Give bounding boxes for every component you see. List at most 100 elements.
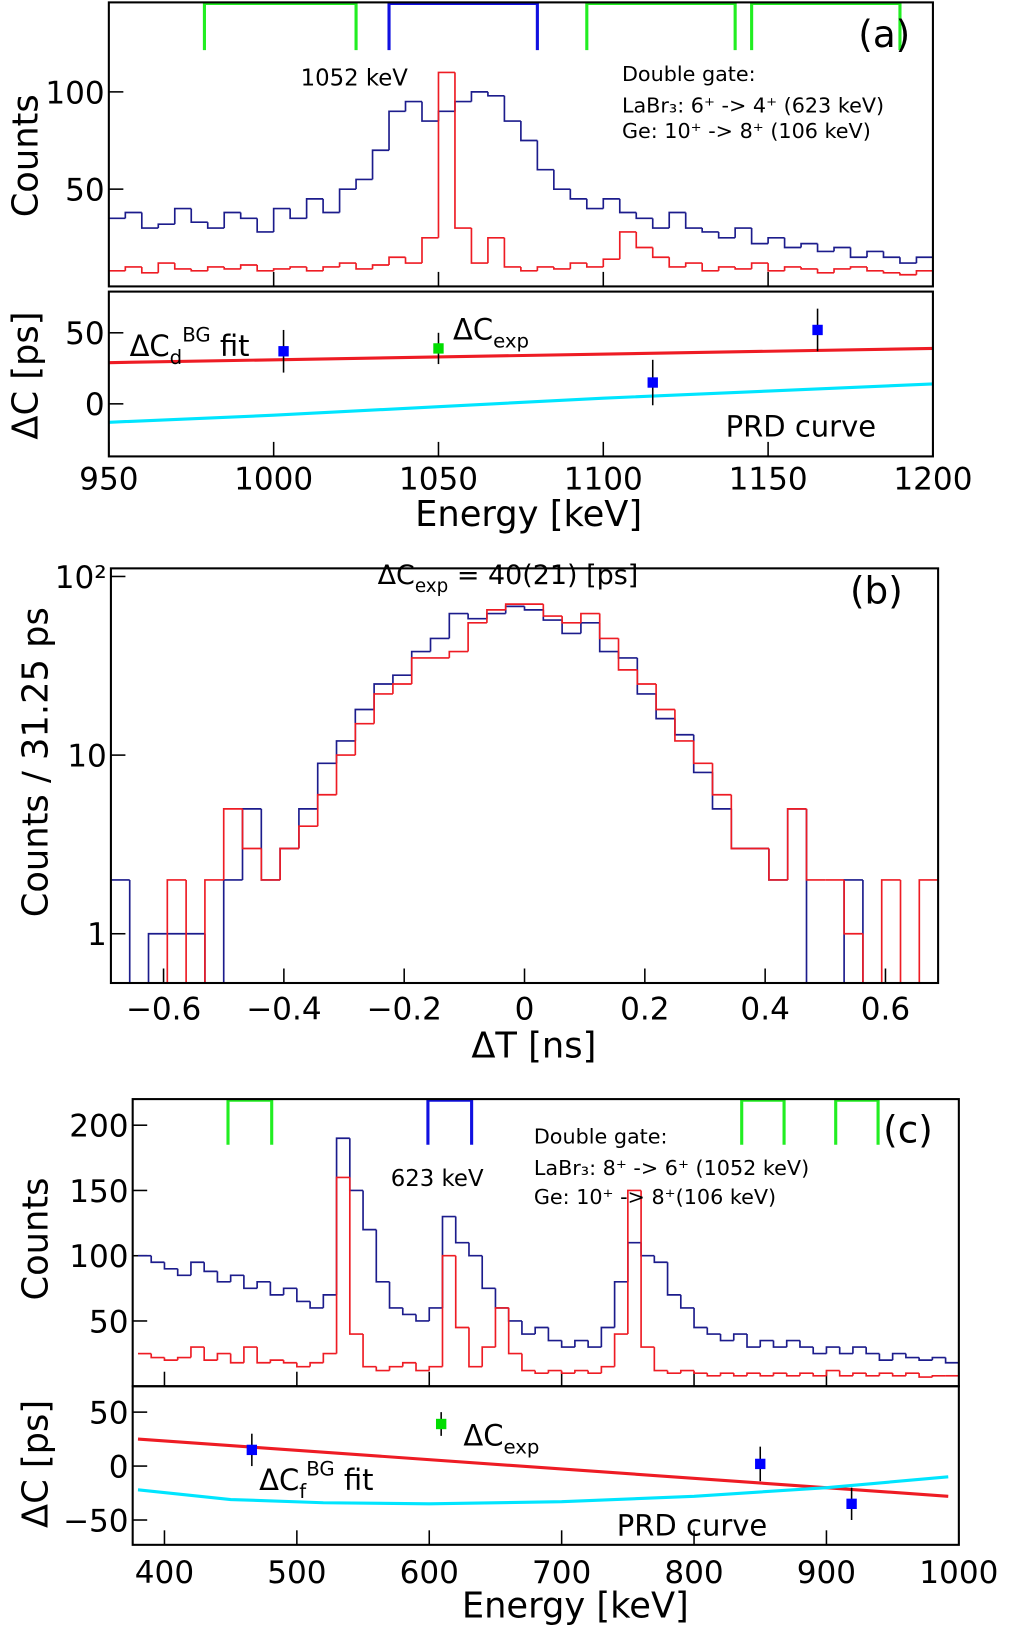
histogram-bin bbox=[392, 674, 412, 685]
histogram-bin bbox=[825, 1346, 840, 1354]
histogram-bin bbox=[404, 100, 422, 112]
histogram-bin bbox=[375, 1366, 390, 1372]
histogram-bin bbox=[560, 1340, 575, 1348]
y-tick-label: 0 bbox=[85, 387, 105, 423]
histogram-bin bbox=[504, 603, 525, 610]
y-tick-label: 10² bbox=[55, 560, 107, 596]
histogram-bin bbox=[734, 227, 752, 238]
histogram-bin bbox=[915, 256, 933, 264]
data-point bbox=[435, 1418, 447, 1430]
label-part: f bbox=[299, 1480, 307, 1503]
histogram-bin bbox=[206, 222, 225, 229]
histogram-bin bbox=[905, 1372, 920, 1376]
histogram-bin bbox=[338, 188, 357, 213]
histogram-bin bbox=[865, 1373, 880, 1377]
histogram-bin bbox=[750, 228, 769, 245]
histogram-bin bbox=[635, 231, 653, 249]
histogram-bin bbox=[279, 847, 299, 880]
histogram-bin bbox=[574, 1339, 589, 1348]
x-tick-label: 600 bbox=[400, 1555, 459, 1591]
histogram-bin bbox=[711, 772, 732, 810]
histogram-bin bbox=[560, 1370, 575, 1375]
histogram-bin bbox=[561, 616, 581, 624]
histogram-bin bbox=[693, 1307, 708, 1329]
annotation: 623 keV bbox=[391, 1166, 484, 1192]
histogram-bin bbox=[503, 237, 521, 268]
x-axis-label: Energy [keV] bbox=[462, 1585, 689, 1626]
gate bbox=[585, 1, 737, 51]
histogram-bin bbox=[574, 1369, 589, 1374]
histogram-bin bbox=[640, 1242, 655, 1257]
histogram-bin bbox=[899, 879, 920, 984]
histogram-bin bbox=[335, 754, 356, 795]
histogram-bin bbox=[706, 1373, 721, 1377]
y-tick-label: 50 bbox=[89, 1396, 129, 1432]
histogram-bin bbox=[421, 101, 439, 122]
histogram-bin bbox=[547, 1327, 562, 1342]
panel-label: (c) bbox=[883, 1108, 933, 1152]
histogram-bin bbox=[335, 1137, 350, 1295]
histogram-bin bbox=[241, 808, 262, 850]
y-tick-label: 100 bbox=[45, 75, 104, 111]
histogram-bin bbox=[520, 121, 538, 142]
histogram-bin bbox=[269, 1281, 284, 1296]
histogram-bin bbox=[140, 212, 159, 229]
histogram-bin bbox=[487, 236, 505, 264]
histogram-bin bbox=[636, 669, 657, 685]
y-tick-label: 50 bbox=[89, 1304, 129, 1340]
histogram-bin bbox=[507, 1307, 522, 1355]
y-tick-label: 200 bbox=[69, 1109, 128, 1145]
histogram-bin bbox=[553, 169, 571, 190]
histogram-bin bbox=[783, 266, 802, 271]
histogram-bin bbox=[717, 266, 736, 271]
histogram-bin bbox=[730, 794, 751, 850]
series-label: ΔCdBG fit bbox=[130, 323, 250, 369]
histogram-bin bbox=[800, 242, 818, 248]
histogram-bin bbox=[843, 879, 863, 935]
histogram-bin bbox=[375, 1229, 390, 1283]
histogram-bin bbox=[243, 1275, 258, 1290]
histogram-bin bbox=[617, 651, 638, 659]
annotation: Double gate: bbox=[622, 62, 756, 86]
histogram-bin bbox=[296, 1362, 311, 1368]
annotation: 1052 keV bbox=[301, 65, 409, 91]
histogram-bin bbox=[674, 718, 694, 736]
histogram-bin bbox=[322, 266, 340, 271]
label-part: exp bbox=[493, 330, 529, 353]
histogram-bin bbox=[767, 236, 785, 244]
histogram-bin bbox=[553, 266, 571, 270]
panel-label: (a) bbox=[858, 12, 910, 56]
histogram-bin bbox=[627, 1241, 642, 1282]
histogram-bin bbox=[503, 95, 521, 122]
histogram-bin bbox=[260, 808, 281, 881]
histogram-bin bbox=[730, 808, 751, 850]
histogram-bin bbox=[746, 1334, 761, 1348]
histogram-bin bbox=[410, 657, 431, 685]
histogram-bin bbox=[316, 793, 337, 827]
histogram-bin bbox=[454, 1255, 469, 1329]
histogram-bin bbox=[239, 264, 258, 269]
histogram-bin bbox=[668, 257, 686, 268]
histogram-bin bbox=[918, 879, 939, 983]
histogram-bin bbox=[481, 1255, 496, 1290]
histogram-bin bbox=[785, 1339, 800, 1348]
histogram-bin bbox=[866, 250, 884, 258]
histogram-bin bbox=[653, 1347, 668, 1372]
histogram-bin bbox=[684, 212, 703, 229]
x-tick-label: 800 bbox=[664, 1555, 723, 1591]
x-tick-label: 400 bbox=[135, 1555, 194, 1591]
histogram-bin bbox=[229, 1353, 244, 1364]
histogram-bin bbox=[296, 1288, 311, 1303]
histogram-bin bbox=[282, 1360, 297, 1364]
y-tick-label: 10 bbox=[67, 739, 107, 775]
histogram-bin bbox=[468, 1242, 483, 1257]
histogram-bin bbox=[618, 231, 637, 260]
histogram-bin bbox=[636, 657, 657, 695]
data-point bbox=[647, 377, 658, 388]
histogram-bin bbox=[486, 609, 506, 623]
histogram-bin bbox=[899, 272, 917, 276]
histogram-bin bbox=[216, 1352, 231, 1361]
histogram-bin bbox=[534, 1326, 549, 1335]
histogram-bin bbox=[176, 1356, 191, 1361]
label-part: fit bbox=[335, 1463, 374, 1497]
